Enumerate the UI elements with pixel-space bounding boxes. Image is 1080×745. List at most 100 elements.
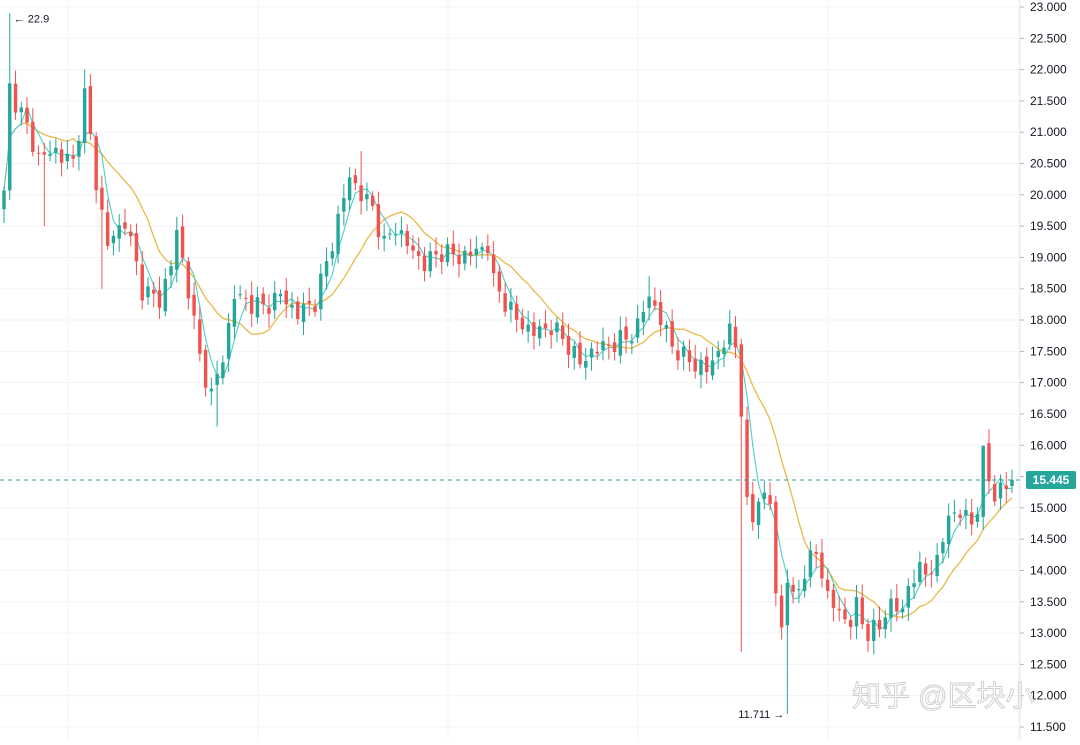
candle: [100, 175, 104, 289]
candle-body: [261, 293, 265, 305]
candle: [94, 132, 98, 204]
grid: [0, 0, 1020, 740]
axis-tick-label: 15.000: [1030, 501, 1067, 515]
candle: [745, 406, 749, 506]
candle-body: [561, 325, 565, 340]
candle-body: [221, 362, 225, 378]
candle: [417, 237, 421, 270]
candle: [831, 584, 836, 622]
candle: [324, 247, 329, 290]
candle-body: [388, 233, 392, 235]
candle: [537, 319, 542, 347]
candle-body: [728, 323, 732, 345]
candle: [376, 191, 381, 250]
candle-body: [134, 233, 139, 262]
candle-body: [785, 582, 790, 626]
candle: [543, 310, 548, 338]
candle: [244, 289, 248, 311]
candle-body: [365, 194, 369, 200]
candle: [319, 263, 323, 321]
candle-body: [537, 326, 542, 339]
candle-body: [232, 298, 237, 327]
candle-body: [791, 584, 795, 592]
last-price-tag: 15.445: [1026, 471, 1076, 490]
candle-body: [589, 348, 594, 358]
candle: [653, 287, 657, 311]
candle: [342, 184, 346, 226]
candle-body: [831, 589, 836, 608]
candle-body: [630, 341, 634, 344]
candle: [134, 223, 139, 276]
candle-body: [774, 501, 778, 594]
candle: [19, 101, 23, 126]
candle-body: [595, 351, 599, 354]
candle-body: [969, 512, 974, 525]
candle: [872, 608, 876, 655]
candle: [146, 277, 150, 305]
candle-body: [422, 255, 427, 272]
axis-tick-label: 13.500: [1030, 595, 1067, 609]
candle-body: [48, 154, 52, 156]
candle-body: [324, 261, 329, 277]
axis-tick-label: 18.000: [1030, 313, 1067, 327]
candle-body: [417, 251, 421, 256]
candle: [36, 145, 41, 166]
candle: [440, 244, 444, 275]
candle-body: [929, 573, 934, 575]
candle: [388, 228, 392, 241]
candle-body: [169, 266, 173, 276]
candle: [215, 360, 219, 427]
candle: [8, 13, 12, 200]
candle-body: [146, 286, 150, 298]
candle: [969, 498, 974, 536]
ma-slow-path: [3, 122, 1013, 618]
axis-tick-label: 19.000: [1030, 250, 1067, 264]
candle: [336, 205, 340, 264]
candle-body: [658, 302, 663, 326]
candle-body: [347, 177, 352, 201]
price-axis[interactable]: 11.500 12.000 12.500 13.000 13.500 14.000 14.5…: [1019, 0, 1080, 740]
candle-body: [8, 83, 12, 191]
candle: [192, 282, 196, 330]
candle-body: [993, 484, 997, 502]
candle: [975, 507, 980, 528]
candle: [31, 108, 35, 157]
candle: [964, 498, 968, 530]
axis-tick-label: 16.500: [1030, 407, 1067, 421]
candle-body: [733, 326, 738, 348]
candle: [900, 599, 905, 619]
candle-body: [175, 230, 179, 270]
candle: [273, 281, 277, 320]
candle: [607, 336, 611, 360]
candle-body: [607, 344, 611, 346]
candle-body: [31, 121, 35, 152]
candle: [906, 578, 911, 621]
candle-body: [457, 254, 461, 265]
candle-body: [843, 609, 847, 620]
candle: [624, 316, 628, 354]
candle-body: [572, 346, 576, 358]
candle-body: [509, 301, 513, 310]
candle: [278, 289, 283, 305]
axis-tick-label: 21.000: [1030, 125, 1067, 139]
candle-body: [307, 300, 311, 304]
candle: [382, 223, 386, 252]
watermark-text: 知乎 @区块小: [852, 680, 1035, 713]
candle-body: [336, 213, 340, 254]
candle: [912, 569, 916, 599]
candle: [566, 323, 571, 369]
candle: [751, 481, 755, 531]
candle-body: [699, 360, 703, 376]
candle-body: [739, 344, 743, 417]
candle: [445, 237, 450, 267]
candle-body: [36, 152, 41, 154]
candle-body: [77, 140, 81, 157]
candle-body: [71, 155, 75, 159]
candle: [203, 344, 208, 397]
candle-body: [612, 342, 617, 352]
candle: [797, 579, 801, 604]
candle-body: [941, 542, 945, 554]
candle-body: [157, 290, 162, 308]
